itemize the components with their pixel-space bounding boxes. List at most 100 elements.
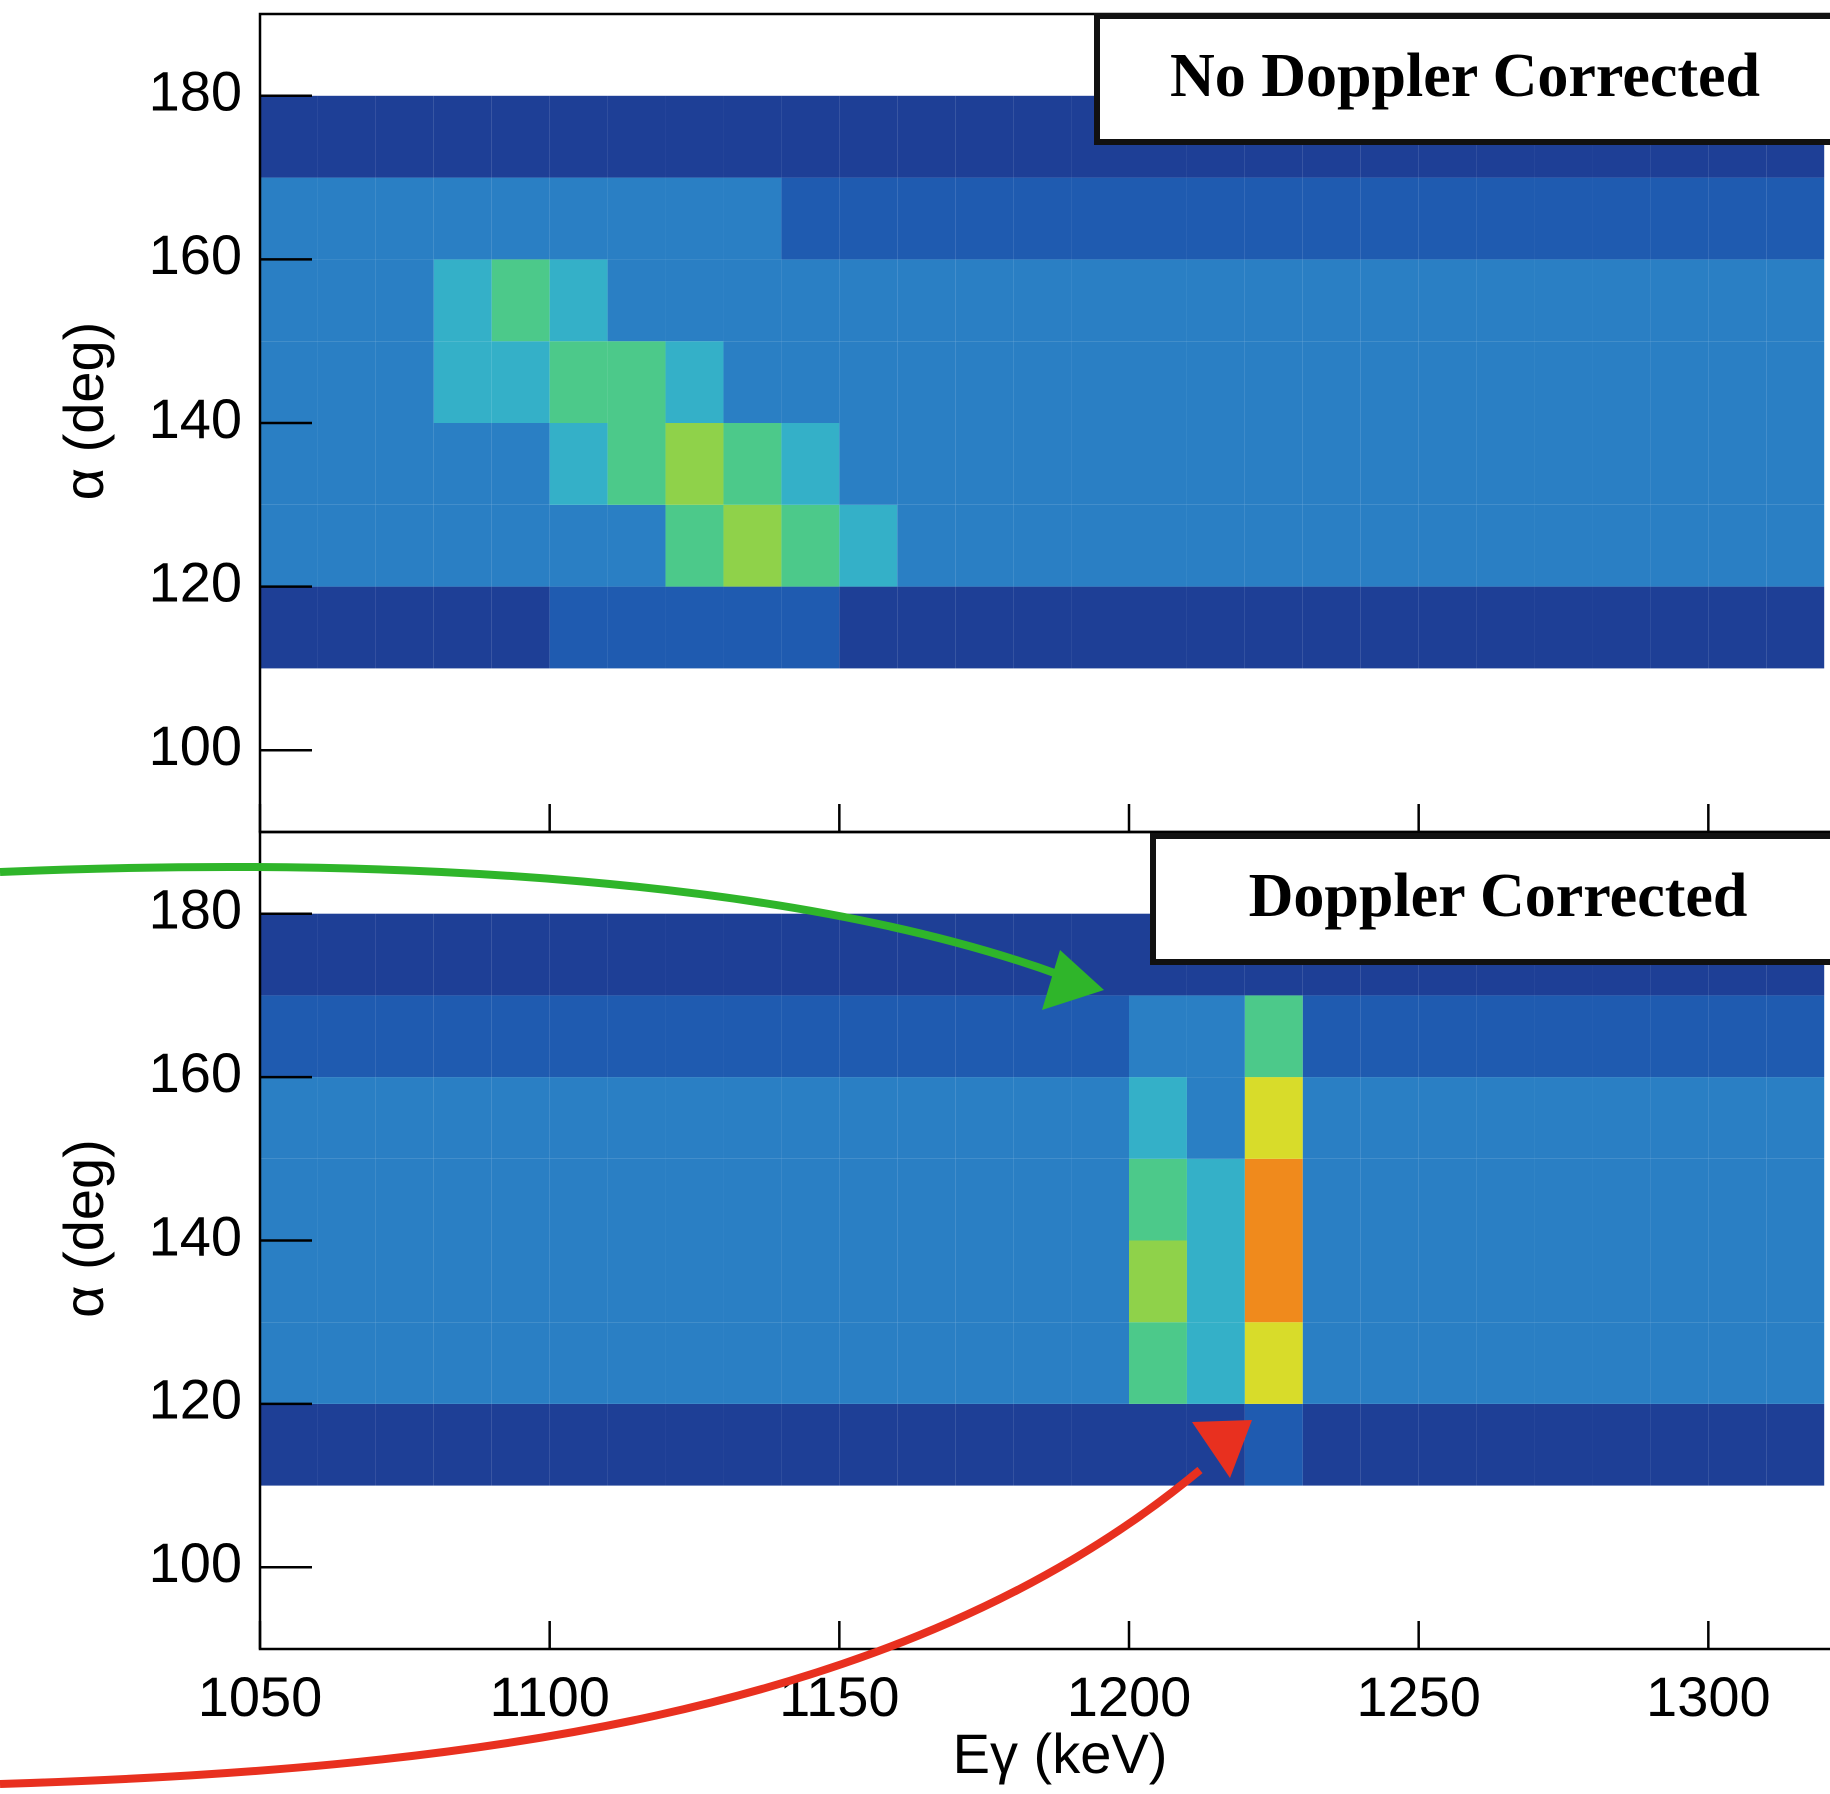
heatmap-cell	[839, 504, 898, 587]
heatmap-cell	[1592, 177, 1651, 260]
heatmap-cell	[433, 177, 492, 260]
heatmap-cell	[1071, 995, 1130, 1078]
heatmap-cell	[723, 1077, 782, 1159]
heatmap-cell	[1476, 1322, 1535, 1404]
heatmap-cell	[317, 1322, 376, 1404]
heatmap-cell	[491, 259, 550, 342]
heatmap-cell	[955, 95, 1014, 178]
heatmap-cell	[375, 1322, 434, 1404]
y-tick-label: 160	[149, 1041, 242, 1104]
heatmap-cell	[1650, 586, 1709, 669]
heatmap-cell	[317, 259, 376, 342]
heatmap-cell	[1013, 1158, 1072, 1241]
heatmap-cell	[1708, 1322, 1767, 1404]
heatmap-cell	[607, 1077, 666, 1159]
heatmap-cell	[433, 1158, 492, 1241]
heatmap-cell	[897, 1403, 956, 1486]
heatmap-cell	[549, 1403, 608, 1486]
heatmap-cell	[839, 1240, 898, 1323]
heatmap-cell	[1418, 1158, 1477, 1241]
heatmap-cell	[607, 1240, 666, 1323]
x-axis-label: Eγ (keV)	[953, 1722, 1168, 1785]
heatmap-cell	[1360, 1077, 1419, 1159]
heatmap-cell	[1302, 259, 1361, 342]
heatmap-cell	[1244, 1158, 1303, 1241]
heatmap-cell	[1708, 423, 1767, 505]
heatmap-cell	[665, 259, 724, 342]
heatmap-cell	[607, 1403, 666, 1486]
heatmap-cell	[607, 995, 666, 1078]
heatmap-cell	[1534, 1240, 1593, 1323]
heatmap-cell	[897, 995, 956, 1078]
heatmap-cell	[1708, 1240, 1767, 1323]
heatmap-cell	[665, 504, 724, 587]
heatmap-cell	[260, 504, 318, 587]
x-tick-label: 1200	[1067, 1665, 1192, 1728]
heatmap-cell	[1013, 1322, 1072, 1404]
heatmap-cell	[1013, 259, 1072, 342]
heatmap-cell	[260, 995, 318, 1078]
heatmap-cell	[1071, 259, 1130, 342]
heatmap-cell	[1766, 995, 1825, 1078]
heatmap-cell	[1013, 423, 1072, 505]
heatmap-cell	[839, 1322, 898, 1404]
heatmap-cell	[375, 913, 434, 996]
heatmap-cell	[375, 95, 434, 178]
heatmap-cell	[1650, 1403, 1709, 1486]
heatmap-cell	[897, 177, 956, 260]
heatmap-cell	[549, 259, 608, 342]
heatmap-cell	[1592, 504, 1651, 587]
heatmap-cell	[1766, 423, 1825, 505]
heatmap-cell	[491, 1158, 550, 1241]
heatmap-cell	[1476, 1077, 1535, 1159]
heatmap-cell	[1534, 504, 1593, 587]
heatmap-cell	[1708, 177, 1767, 260]
heatmap-cell	[1766, 586, 1825, 669]
heatmap-cell	[1360, 586, 1419, 669]
heatmap-cell	[1592, 586, 1651, 669]
heatmap-cell	[723, 586, 782, 669]
heatmap-cell	[1129, 1158, 1187, 1241]
heatmap-cell	[1071, 1158, 1130, 1241]
heatmap-cell	[897, 341, 956, 423]
heatmap-cell	[665, 1322, 724, 1404]
heatmap-cell	[897, 586, 956, 669]
heatmap-cell	[1650, 504, 1709, 587]
heatmap-cell	[607, 504, 666, 587]
heatmap-cell	[955, 995, 1014, 1078]
heatmap-cell	[781, 504, 840, 587]
heatmap-cell	[955, 1077, 1014, 1159]
heatmap-cell	[1129, 1077, 1187, 1159]
heatmap-cell	[317, 1403, 376, 1486]
heatmap-cell	[1244, 586, 1303, 669]
heatmap-cell	[1766, 259, 1825, 342]
heatmap-cell	[1418, 1322, 1477, 1404]
heatmap-cell	[1766, 177, 1825, 260]
heatmap-cell	[1129, 423, 1187, 505]
heatmap-cell	[839, 177, 898, 260]
heatmap-cell	[607, 913, 666, 996]
y-tick-label: 120	[149, 1368, 242, 1431]
heatmap-cell	[317, 1240, 376, 1323]
heatmap-cell	[1186, 504, 1245, 587]
heatmap-cell	[723, 1403, 782, 1486]
heatmap-cell	[1476, 586, 1535, 669]
heatmap-cell	[1650, 1240, 1709, 1323]
heatmap-cell	[955, 341, 1014, 423]
heatmap-cell	[491, 177, 550, 260]
heatmap-cell	[260, 341, 318, 423]
heatmap-cell	[433, 423, 492, 505]
heatmap-cell	[491, 995, 550, 1078]
heatmap-cell	[549, 995, 608, 1078]
heatmap-cell	[723, 259, 782, 342]
heatmap-cell	[1534, 423, 1593, 505]
heatmap-cell	[1360, 1240, 1419, 1323]
heatmap-cell	[1013, 177, 1072, 260]
heatmap-cell	[781, 1403, 840, 1486]
heatmap-cell	[665, 1240, 724, 1323]
heatmap-cell	[433, 504, 492, 587]
heatmap-cell	[260, 586, 318, 669]
heatmap-cell	[491, 95, 550, 178]
